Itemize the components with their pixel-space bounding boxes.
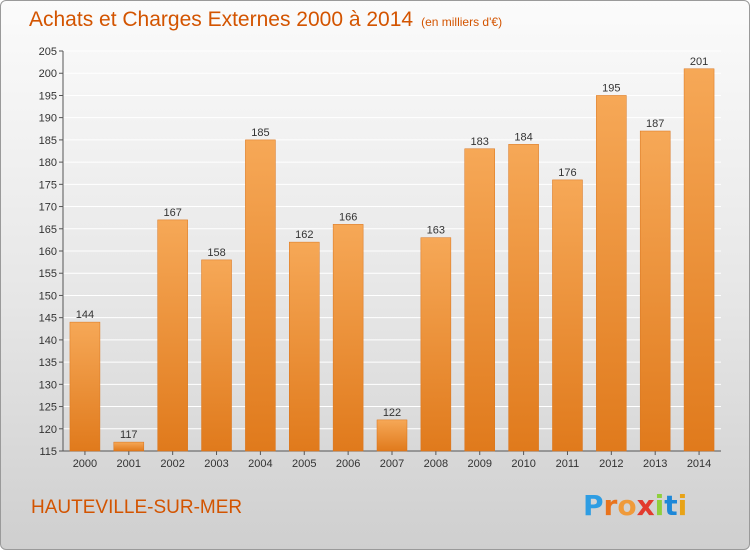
location-name: HAUTEVILLE-SUR-MER xyxy=(31,497,243,518)
data-label-2000: 144 xyxy=(76,309,94,321)
y-tick-label: 125 xyxy=(39,402,57,414)
y-tick-label: 185 xyxy=(39,135,57,147)
bar-2001 xyxy=(113,441,145,452)
bar-2014 xyxy=(683,68,715,452)
y-tick-label: 205 xyxy=(39,46,57,58)
data-label-2001: 117 xyxy=(120,429,138,441)
bar-2005 xyxy=(289,241,320,452)
x-tick-label-2002: 2002 xyxy=(160,458,184,470)
y-tick-label: 200 xyxy=(39,68,57,80)
x-tick-label-2008: 2008 xyxy=(424,458,448,470)
data-label-2011: 176 xyxy=(558,167,576,179)
x-tick-label-2000: 2000 xyxy=(73,458,97,470)
x-tick-label-2014: 2014 xyxy=(687,458,711,470)
data-label-2010: 184 xyxy=(514,131,532,143)
y-tick-label: 135 xyxy=(39,357,57,369)
bar-2013 xyxy=(639,130,671,452)
data-label-2007: 122 xyxy=(383,407,401,419)
bar-2010 xyxy=(508,144,539,452)
logo-letter: x xyxy=(636,489,655,522)
bars xyxy=(69,68,715,452)
x-tick-label-2003: 2003 xyxy=(204,458,228,470)
y-tick-label: 140 xyxy=(39,335,57,347)
data-label-2014: 201 xyxy=(690,56,708,68)
logo-letter: t xyxy=(664,489,678,522)
chart-title: Achats et Charges Externes 2000 à 2014 (e… xyxy=(29,8,502,32)
chart-title-text: Achats et Charges Externes 2000 à 2014 xyxy=(29,8,414,31)
x-tick-label-2010: 2010 xyxy=(511,458,535,470)
data-label-2009: 183 xyxy=(471,136,489,148)
x-tick-label-2006: 2006 xyxy=(336,458,360,470)
y-tick-label: 130 xyxy=(39,379,57,391)
x-tick-label-2007: 2007 xyxy=(380,458,404,470)
data-label-2013: 187 xyxy=(646,118,664,130)
bar-2009 xyxy=(464,148,495,452)
y-tick-label: 145 xyxy=(39,313,57,325)
logo-letter: i xyxy=(677,489,688,522)
labels: 144 117 167 158 185 162 166 122 163 183 184 176 195 1… xyxy=(76,56,708,441)
proxiti-logo[interactable]: Proxiti xyxy=(583,489,687,522)
y-tick-label: 195 xyxy=(39,90,57,102)
bar-2008 xyxy=(420,237,452,452)
data-label-2004: 185 xyxy=(251,127,269,139)
bar-2004 xyxy=(245,139,276,452)
x-tick-label-2001: 2001 xyxy=(117,458,141,470)
x-tick-label-2013: 2013 xyxy=(643,458,667,470)
y-tick-label: 175 xyxy=(39,179,57,191)
y-tick-label: 150 xyxy=(39,290,57,302)
y-tick-label: 160 xyxy=(39,246,57,258)
bar-2006 xyxy=(332,224,364,452)
x-tick-label-2004: 2004 xyxy=(248,458,272,470)
bar-2000 xyxy=(69,321,101,452)
y-tick-label: 155 xyxy=(39,268,57,280)
chart-subtitle: (en milliers d'€) xyxy=(421,15,503,29)
data-label-2003: 158 xyxy=(207,247,225,259)
y-tick-label: 190 xyxy=(39,113,57,125)
data-label-2002: 167 xyxy=(163,207,181,219)
bar-2007 xyxy=(376,419,408,452)
x-tick-label-2012: 2012 xyxy=(599,458,623,470)
y-tick-label: 165 xyxy=(39,224,57,236)
logo-letter: r xyxy=(603,489,618,522)
x-tick-label-2009: 2009 xyxy=(467,458,491,470)
y-tick-label: 115 xyxy=(39,446,57,458)
data-label-2012: 195 xyxy=(602,82,620,94)
bar-2003 xyxy=(201,259,232,452)
data-label-2006: 166 xyxy=(339,211,357,223)
bar-2012 xyxy=(596,95,627,452)
logo-letter: o xyxy=(617,489,637,522)
data-label-2005: 162 xyxy=(295,229,313,241)
y-tick-label: 120 xyxy=(39,424,57,436)
logo-letter: i xyxy=(654,489,665,522)
x-tick-label-2011: 2011 xyxy=(556,458,580,470)
data-label-2008: 163 xyxy=(427,225,445,237)
logo-letter: P xyxy=(583,489,604,522)
y-tick-label: 180 xyxy=(39,157,57,169)
y-tick-label: 170 xyxy=(39,202,57,214)
bar-2002 xyxy=(157,219,188,452)
bar-2011 xyxy=(552,179,583,452)
x-tick-label-2005: 2005 xyxy=(292,458,316,470)
